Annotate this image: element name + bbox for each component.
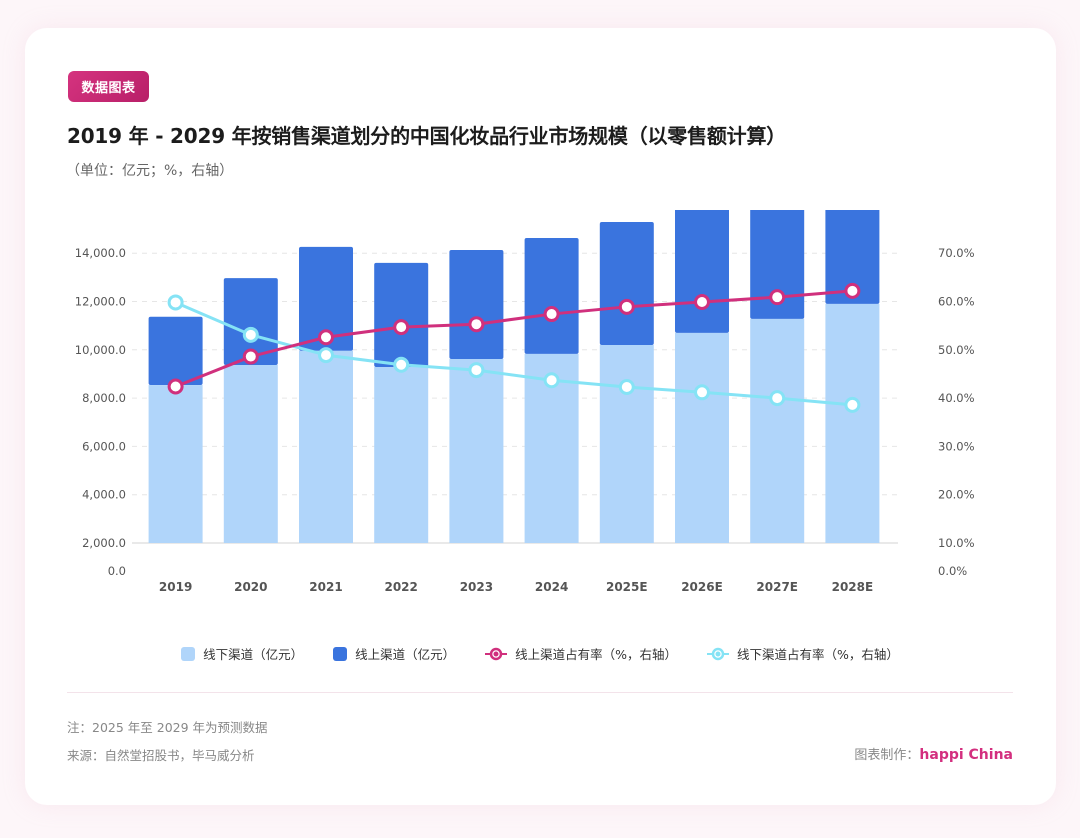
x-tick-label: 2020 <box>234 580 267 594</box>
bar-offline <box>675 332 729 543</box>
bar-offline <box>374 366 429 543</box>
right-tick-label: 10.0% <box>938 536 975 550</box>
bar-offline <box>599 344 654 543</box>
online-share-line <box>175 289 853 388</box>
bar-online <box>599 222 654 345</box>
offline-share-point <box>393 356 410 373</box>
legend-swatch-online <box>333 646 348 661</box>
credit-label: 图表制作： <box>854 748 920 763</box>
legend-item-offline-share[interactable]: 线下渠道占有率（%，右轴） <box>707 644 899 663</box>
chart-subtitle: （单位：亿元；%，右轴） <box>66 163 234 179</box>
bar-online <box>148 316 203 386</box>
bar-online <box>374 262 429 367</box>
chart-plot: 0.0 2,000.0 4,000.0 6,000.0 8,000.0 10,000.0 1… <box>75 210 975 594</box>
share-lines <box>167 282 861 413</box>
online-share-point <box>318 329 334 346</box>
left-tick-label: 2,000.0 <box>82 536 126 550</box>
right-tick-label: 20.0% <box>938 488 975 502</box>
legend-item-online-channel[interactable]: 线上渠道（亿元） <box>333 644 455 663</box>
line-marker-icon <box>707 647 730 660</box>
x-tick-label: 2028E <box>832 580 874 594</box>
offline-share-point <box>694 384 710 401</box>
left-tick-label: 10,000.0 <box>75 343 126 357</box>
left-tick-label: 6,000.0 <box>82 439 126 453</box>
bar-online <box>449 250 504 359</box>
left-axis: 0.0 2,000.0 4,000.0 6,000.0 8,000.0 10,000.0 1… <box>75 246 126 578</box>
legend-swatch-offline <box>181 646 196 661</box>
left-tick-label: 12,000.0 <box>75 295 126 309</box>
footer-divider <box>67 692 1013 693</box>
category-badge: 数据图表 <box>68 71 149 102</box>
online-share-point <box>167 378 184 395</box>
bar-online <box>223 278 278 366</box>
offline-share-point <box>618 378 635 395</box>
x-tick-label: 2019 <box>159 580 192 594</box>
bar-online <box>750 210 805 319</box>
bar-offline <box>750 318 805 543</box>
bar-offline <box>299 350 353 543</box>
footer-note: 注：2025 年至 2029 年为预测数据 <box>67 720 268 735</box>
x-tick-label: 2027E <box>756 580 798 594</box>
left-tick-label: 8,000.0 <box>82 391 126 405</box>
x-tick-label: 2021 <box>309 580 342 594</box>
right-tick-label: 70.0% <box>938 246 975 260</box>
bar-online <box>299 246 353 351</box>
right-tick-label: 40.0% <box>938 391 975 405</box>
online-share-point <box>543 306 560 323</box>
bar-offline <box>148 385 203 543</box>
offline-share-line <box>175 301 853 407</box>
right-tick-label: 30.0% <box>938 439 975 453</box>
online-share-point <box>618 298 635 315</box>
right-tick-label: 60.0% <box>938 295 975 309</box>
legend-item-online-share[interactable]: 线上渠道占有率（%，右轴） <box>485 644 677 663</box>
x-tick-label: 2025E <box>606 580 648 594</box>
bar-offline <box>449 358 504 543</box>
offline-share-point <box>318 347 334 364</box>
legend-label: 线上渠道（亿元） <box>355 647 456 662</box>
bar-online <box>675 210 729 333</box>
online-share-point <box>769 289 786 306</box>
right-axis: 0.0% 10.0% 20.0% 30.0% 40.0% 50.0% 60.0% 70.0% <box>938 246 975 578</box>
online-share-point <box>242 348 259 365</box>
bars <box>148 210 880 543</box>
x-axis: 2019 2020 2021 2022 2023 2024 2025E 2026E 2027E 2… <box>159 580 873 594</box>
legend-label: 线上渠道占有率（%，右轴） <box>515 647 678 662</box>
x-tick-label: 2026E <box>681 580 723 594</box>
offline-share-point <box>769 390 786 407</box>
right-tick-label: 0.0% <box>938 564 967 578</box>
credit-brand: happi China <box>919 747 1013 763</box>
bar-online <box>825 210 880 304</box>
right-tick-label: 50.0% <box>938 343 975 357</box>
offline-share-point <box>543 372 560 389</box>
offline-share-point <box>844 396 861 413</box>
left-tick-label: 4,000.0 <box>82 488 126 502</box>
x-tick-label: 2024 <box>535 580 568 594</box>
online-share-point <box>393 319 410 336</box>
legend-item-offline-channel[interactable]: 线下渠道（亿元） <box>181 644 303 663</box>
online-share-point <box>694 293 710 310</box>
x-tick-label: 2023 <box>460 580 493 594</box>
offline-share-point <box>167 294 184 311</box>
left-tick-label: 0.0 <box>108 564 126 578</box>
bar-offline <box>223 365 278 543</box>
chart-legend: 线下渠道（亿元） 线上渠道（亿元） 线上渠道占有率（%，右轴） 线下渠道占有率（… <box>0 644 1080 663</box>
chart-title: 2019 年 - 2029 年按销售渠道划分的中国化妆品行业市场规模（以零售额计… <box>67 124 787 148</box>
footer-credit: 图表制作：happi China <box>854 744 1013 763</box>
online-share-point <box>468 316 485 333</box>
footer-source: 来源：自然堂招股书，毕马威分析 <box>67 748 255 763</box>
online-share-point <box>844 282 861 299</box>
left-tick-label: 14,000.0 <box>75 246 126 260</box>
bar-online <box>524 237 579 354</box>
offline-share-point <box>242 326 259 343</box>
legend-label: 线下渠道占有率（%，右轴） <box>737 647 899 662</box>
x-tick-label: 2022 <box>384 580 417 594</box>
offline-share-point <box>468 362 485 379</box>
legend-label: 线下渠道（亿元） <box>203 647 304 662</box>
line-marker-icon <box>485 647 508 660</box>
bar-offline <box>825 303 880 543</box>
